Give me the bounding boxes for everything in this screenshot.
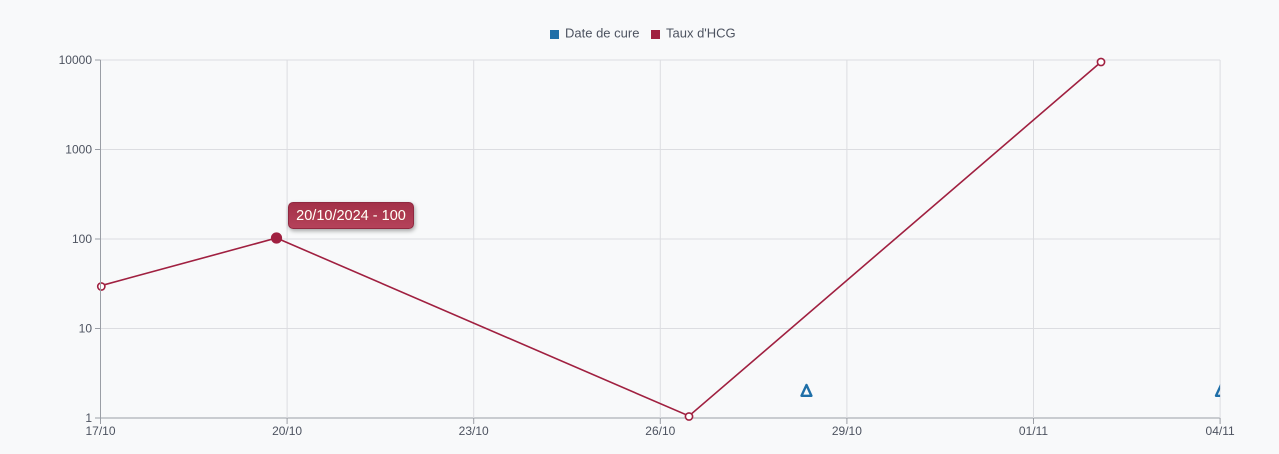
svg-text:23/10: 23/10 [459,424,489,438]
svg-text:26/10: 26/10 [645,424,675,438]
svg-text:01/11: 01/11 [1019,424,1048,438]
svg-text:10: 10 [79,322,93,336]
svg-text:04/11: 04/11 [1206,424,1235,438]
svg-text:29/10: 29/10 [832,424,862,438]
svg-text:10000: 10000 [59,53,93,67]
svg-text:1: 1 [85,411,92,425]
svg-text:100: 100 [72,232,92,246]
svg-text:20/10: 20/10 [272,424,302,438]
svg-text:Taux d'HCG: Taux d'HCG [666,26,736,41]
svg-text:1000: 1000 [65,143,92,157]
svg-text:Date de cure: Date de cure [565,26,639,41]
svg-text:17/10: 17/10 [85,424,115,438]
